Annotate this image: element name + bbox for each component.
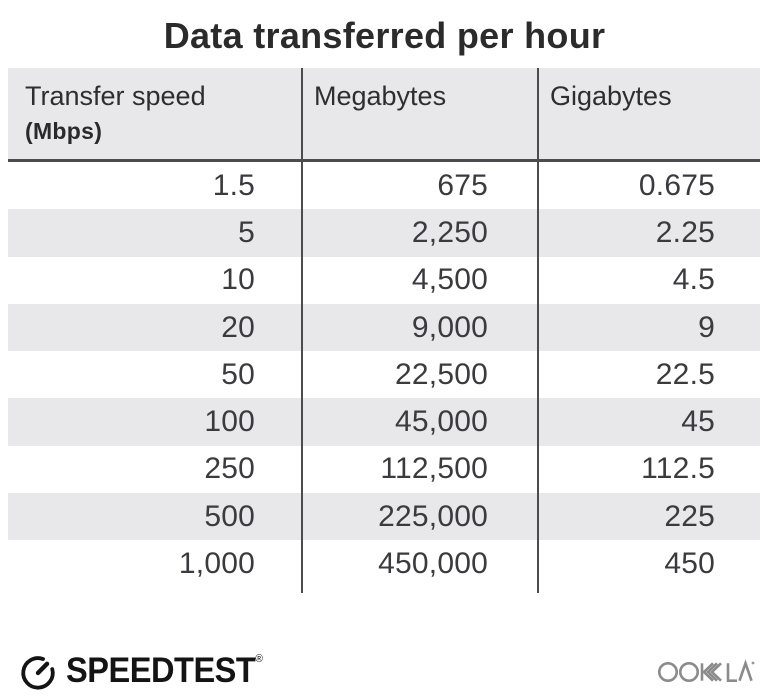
header-label-transfer-speed: Transfer speed: [25, 81, 206, 111]
table-row: 20 9,000 9: [8, 303, 760, 352]
cell-speed: 500: [204, 499, 255, 533]
speedtest-logo: SPEEDTEST®: [18, 651, 277, 691]
header-cell-gigabytes: Gigabytes: [538, 68, 760, 159]
cell-gigabytes: 2.25: [655, 215, 715, 249]
cell-speed: 1,000: [178, 547, 255, 581]
footer: SPEEDTEST®: [18, 648, 755, 694]
cell-speed: 1.5: [212, 168, 255, 202]
cell-megabytes: 4,500: [411, 263, 488, 297]
column-divider: [537, 68, 539, 593]
cell-gigabytes: 225: [664, 499, 715, 533]
cell-gigabytes: 4.5: [672, 263, 715, 297]
header-label-megabytes: Megabytes: [314, 81, 447, 111]
speedtest-gauge-icon: [21, 656, 55, 690]
table-row: 5 2,250 2.25: [8, 209, 760, 257]
data-table: Transfer speed (Mbps) Megabytes Gigabyte…: [8, 68, 760, 593]
cell-speed: 10: [221, 263, 255, 297]
cell-megabytes: 9,000: [411, 310, 488, 344]
cell-speed: 100: [204, 405, 255, 439]
cell-gigabytes: 22.5: [655, 357, 715, 391]
speedtest-wordmark: SPEEDTEST®: [66, 651, 263, 690]
table-row: 100 45,000 45: [8, 398, 760, 446]
header-cell-transfer-speed: Transfer speed (Mbps): [8, 68, 302, 159]
ookla-logo: [658, 659, 755, 682]
table-row: 50 22,500 22.5: [8, 351, 760, 398]
cell-gigabytes: 0.675: [638, 168, 715, 202]
table-row: 250 112,500 112.5: [8, 446, 760, 493]
cell-megabytes: 450,000: [378, 547, 488, 581]
cell-speed: 20: [221, 310, 255, 344]
table-body: 1.5 675 0.675 5 2,250 2.25 10 4,500 4.5 …: [8, 162, 760, 588]
cell-megabytes: 675: [437, 168, 488, 202]
cell-gigabytes: 112.5: [641, 452, 715, 486]
column-divider: [301, 68, 303, 593]
table-row: 1.5 675 0.675: [8, 162, 760, 209]
header-cell-megabytes: Megabytes: [302, 68, 538, 159]
page-title: Data transferred per hour: [163, 15, 606, 56]
table-row: 10 4,500 4.5: [8, 257, 760, 304]
cell-speed: 50: [221, 357, 255, 391]
header-label-gigabytes: Gigabytes: [550, 81, 672, 111]
header-sublabel-mbps: (Mbps): [25, 118, 103, 144]
cell-megabytes: 22,500: [395, 357, 488, 391]
table-header: Transfer speed (Mbps) Megabytes Gigabyte…: [8, 68, 760, 162]
cell-megabytes: 45,000: [395, 405, 488, 439]
cell-megabytes: 2,250: [411, 215, 488, 249]
cell-speed: 5: [238, 215, 255, 249]
registered-mark: ®: [255, 653, 263, 665]
cell-gigabytes: 450: [664, 547, 715, 581]
cell-gigabytes: 45: [681, 405, 715, 439]
table-row: 1,000 450,000 450: [8, 540, 760, 587]
cell-megabytes: 112,500: [380, 452, 488, 486]
table-row: 500 225,000 225: [8, 493, 760, 541]
cell-megabytes: 225,000: [378, 499, 488, 533]
cell-gigabytes: 9: [698, 310, 715, 344]
cell-speed: 250: [204, 452, 255, 486]
